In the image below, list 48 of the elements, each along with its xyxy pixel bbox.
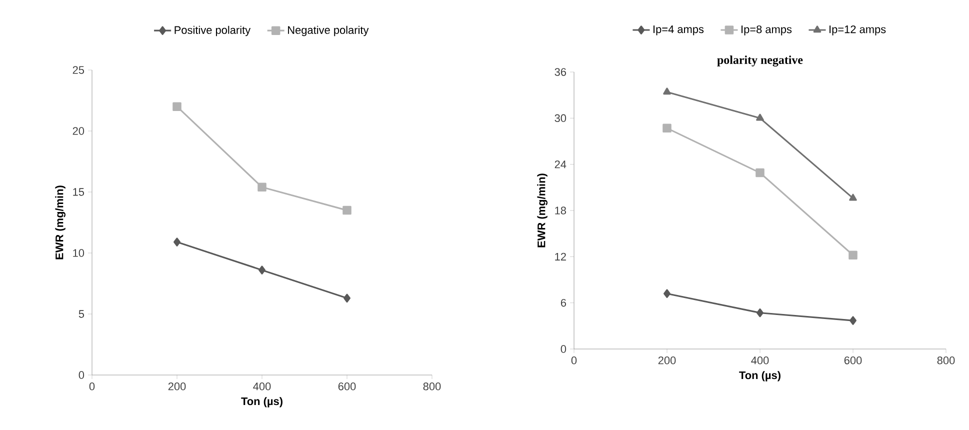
x-tick-label: 600 (844, 356, 862, 364)
x-tick-label: 200 (168, 382, 186, 390)
y-tick-label: 6 (560, 298, 566, 307)
x-tick-label: 400 (751, 356, 769, 364)
point (662, 124, 672, 133)
y-tick-label: 30 (554, 114, 566, 122)
point (849, 194, 857, 201)
point (342, 206, 352, 215)
point (756, 114, 764, 121)
x-tick-label: 0 (571, 356, 577, 364)
point (756, 168, 764, 178)
point (258, 266, 266, 274)
y-tick-label: 0 (560, 345, 566, 353)
y-tick-label: 36 (554, 68, 566, 76)
point (850, 316, 856, 325)
y-tick-label: 15 (73, 188, 84, 196)
point (174, 238, 180, 246)
point (344, 294, 350, 303)
x-tick-label: 400 (253, 382, 271, 390)
x-tick-label: 200 (658, 356, 676, 364)
y-tick-label: 25 (72, 66, 84, 74)
y-tick-label: 10 (73, 249, 84, 257)
y-axis-title: EWR (mg/min) (55, 186, 66, 260)
y-tick-label: 5 (78, 310, 84, 318)
point (258, 182, 266, 192)
y-axis-title: EWR (mg/min) (537, 174, 548, 248)
x-tick-label: 600 (338, 382, 356, 390)
x-tick-label: 800 (937, 356, 955, 364)
x-tick-label: 800 (423, 382, 441, 390)
point (848, 250, 858, 260)
y-tick-label: 18 (555, 206, 566, 214)
y-tick-label: 24 (554, 160, 566, 168)
point (663, 88, 671, 95)
y-tick-label: 0 (78, 371, 84, 379)
point (172, 102, 182, 111)
legend-label: Ip=12 amps (830, 25, 886, 36)
x-tick-label: 0 (89, 382, 95, 390)
legend-label: Ip=8 amps (742, 25, 792, 36)
legend-label: Negative polarity (288, 26, 369, 36)
legend-label: Ip=4 amps (654, 25, 704, 36)
y-tick-label: 12 (555, 252, 566, 260)
point (664, 289, 670, 298)
x-axis-title: Ton (µs) (739, 371, 780, 382)
y-tick-label: 20 (72, 127, 84, 135)
point (756, 308, 764, 318)
chart-title: polarity negative (717, 56, 803, 66)
legend-label: Positive polarity (174, 26, 251, 36)
x-axis-title: Ton (µs) (241, 397, 282, 408)
